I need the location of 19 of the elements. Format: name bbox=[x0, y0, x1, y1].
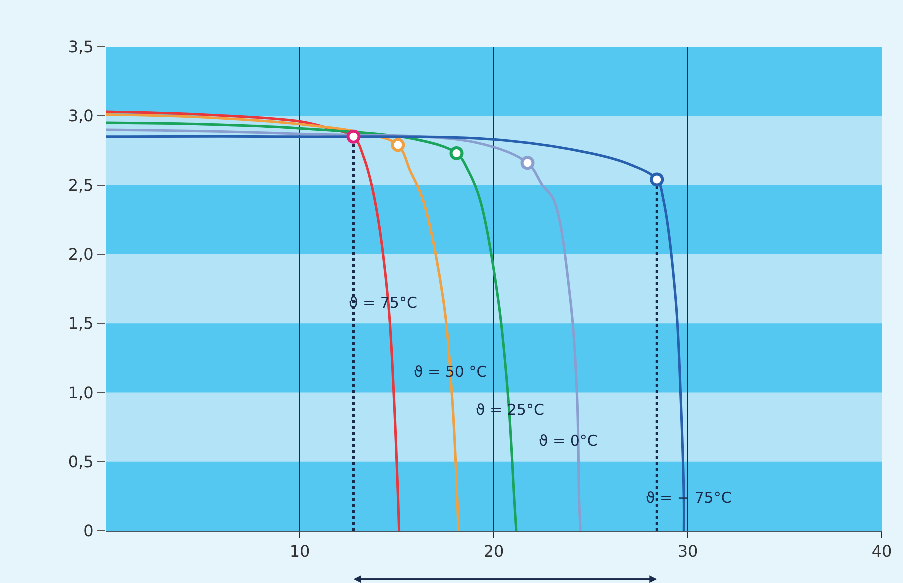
y-tick-label: 3,5 bbox=[68, 38, 94, 57]
line-series bbox=[106, 135, 686, 531]
y-tick-label: 2,0 bbox=[68, 245, 94, 264]
x-tick-label: 30 bbox=[678, 542, 698, 562]
x-tick-label: 20 bbox=[484, 542, 504, 562]
y-tick-label: 1,0 bbox=[68, 383, 94, 402]
y-tick-label: 3,0 bbox=[68, 106, 94, 126]
y-tick-label: 1,5 bbox=[68, 314, 94, 334]
point bbox=[346, 130, 361, 144]
point bbox=[650, 172, 664, 187]
annotation: ϑ = 0°C bbox=[539, 432, 598, 450]
x-tick-label: 40 bbox=[872, 542, 892, 562]
point bbox=[520, 156, 535, 170]
y-tick-label: 0,5 bbox=[68, 452, 94, 472]
y-tick-label: 0 bbox=[84, 522, 94, 541]
x-tick-label: 10 bbox=[290, 542, 310, 562]
point bbox=[450, 146, 464, 160]
y-tick-label: 2,5 bbox=[68, 176, 94, 195]
point bbox=[391, 138, 406, 152]
